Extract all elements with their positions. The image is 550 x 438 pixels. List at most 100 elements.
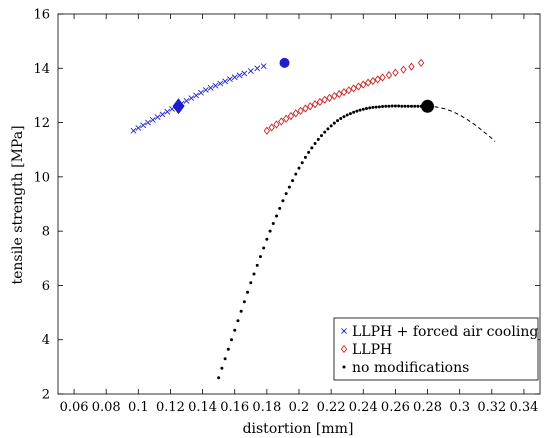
- data-point: [403, 104, 407, 108]
- x-tick-label: 0.28: [413, 400, 442, 415]
- y-tick-label: 12: [33, 116, 50, 131]
- highlight-diamond: [172, 98, 185, 115]
- data-point: [316, 137, 320, 141]
- legend-marker: [342, 365, 346, 369]
- data-point: [361, 107, 365, 111]
- data-point: [345, 113, 349, 117]
- x-marker-stroke: [236, 72, 243, 79]
- y-tick-label: 10: [33, 170, 50, 185]
- series-0: [130, 57, 290, 134]
- data-point: [413, 104, 417, 108]
- data-point: [339, 117, 343, 120]
- data-point: [265, 237, 269, 241]
- data-point: [135, 125, 142, 131]
- data-point: [292, 109, 299, 118]
- legend-label: no modifications: [352, 360, 469, 376]
- data-point: [236, 72, 243, 79]
- data-point: [336, 119, 340, 123]
- y-axis-label: tensile strength [MPa]: [10, 125, 26, 284]
- data-point: [392, 68, 399, 77]
- data-point: [336, 89, 343, 99]
- data-point: [233, 328, 237, 332]
- data-point: [273, 120, 280, 129]
- data-point: [159, 111, 166, 118]
- data-point: [400, 104, 404, 108]
- x-tick-label: 0.16: [220, 400, 249, 415]
- x-marker-stroke: [164, 108, 171, 115]
- x-marker-stroke: [149, 116, 156, 123]
- data-point: [231, 74, 238, 81]
- data-point: [307, 102, 314, 111]
- x-marker-stroke: [188, 95, 195, 102]
- x-marker-stroke: [145, 119, 151, 126]
- legend-label: LLPH + forced air cooling: [352, 324, 538, 340]
- series-2: [217, 99, 496, 380]
- data-point: [258, 255, 262, 259]
- data-point: [331, 91, 338, 101]
- data-point: [300, 161, 304, 165]
- ticks: [58, 13, 540, 395]
- x-tick-label: 0.22: [317, 400, 346, 415]
- y-tick-label: 2: [42, 388, 50, 403]
- data-point: [355, 82, 362, 91]
- data-point: [198, 89, 204, 96]
- y-tick-label: 16: [33, 8, 50, 23]
- y-tick-label: 6: [42, 279, 50, 294]
- x-marker-stroke: [202, 87, 209, 93]
- dashed-trend: [427, 105, 496, 142]
- data-point: [230, 338, 234, 342]
- data-point: [374, 75, 381, 84]
- data-point: [340, 88, 348, 97]
- x-tick-label: 0.1: [128, 400, 149, 415]
- data-point: [385, 70, 393, 80]
- data-point: [374, 105, 378, 109]
- data-point: [262, 246, 266, 250]
- data-point: [268, 229, 272, 233]
- data-point: [130, 127, 137, 134]
- data-point: [226, 76, 233, 83]
- data-point: [416, 104, 420, 108]
- x-marker-stroke: [154, 114, 161, 121]
- series-layer: [130, 57, 496, 380]
- data-point: [222, 78, 229, 85]
- data-point: [287, 185, 291, 189]
- x-marker-stroke: [341, 328, 347, 334]
- x-tick-label: 0.08: [92, 400, 121, 415]
- data-point: [212, 82, 219, 89]
- data-point: [350, 84, 357, 93]
- data-point: [242, 300, 246, 304]
- data-point: [287, 111, 295, 121]
- legend: LLPH + forced air cooling LLPH no modifica…: [333, 317, 539, 381]
- data-point: [319, 134, 323, 138]
- x-axis-label: distortion [mm]: [243, 421, 354, 437]
- x-marker-stroke: [212, 82, 219, 89]
- data-point: [246, 290, 250, 294]
- x-tick-label: 0.26: [381, 400, 410, 415]
- data-point: [326, 127, 330, 131]
- legend-item: no modifications: [342, 360, 469, 376]
- data-point: [406, 104, 410, 108]
- x-tick-label: 0.3: [449, 400, 470, 415]
- data-point: [220, 366, 224, 370]
- data-point: [268, 123, 275, 132]
- x-tick-label: 0.06: [60, 400, 89, 415]
- data-point: [207, 84, 214, 91]
- data-point: [303, 155, 307, 159]
- data-point: [291, 179, 295, 183]
- x-marker-stroke: [159, 111, 166, 118]
- x-marker-stroke: [217, 80, 224, 87]
- data-point: [352, 110, 356, 114]
- data-point: [236, 319, 240, 323]
- data-point: [323, 130, 327, 134]
- data-point: [149, 116, 156, 123]
- data-point: [239, 309, 243, 313]
- data-point: [377, 105, 381, 109]
- data-point: [393, 104, 397, 108]
- data-point: [294, 172, 298, 176]
- data-point: [252, 272, 256, 276]
- data-point: [313, 141, 317, 145]
- x-marker-stroke: [254, 65, 261, 72]
- data-point: [278, 206, 282, 210]
- data-point: [154, 114, 161, 121]
- x-marker-stroke: [140, 122, 147, 129]
